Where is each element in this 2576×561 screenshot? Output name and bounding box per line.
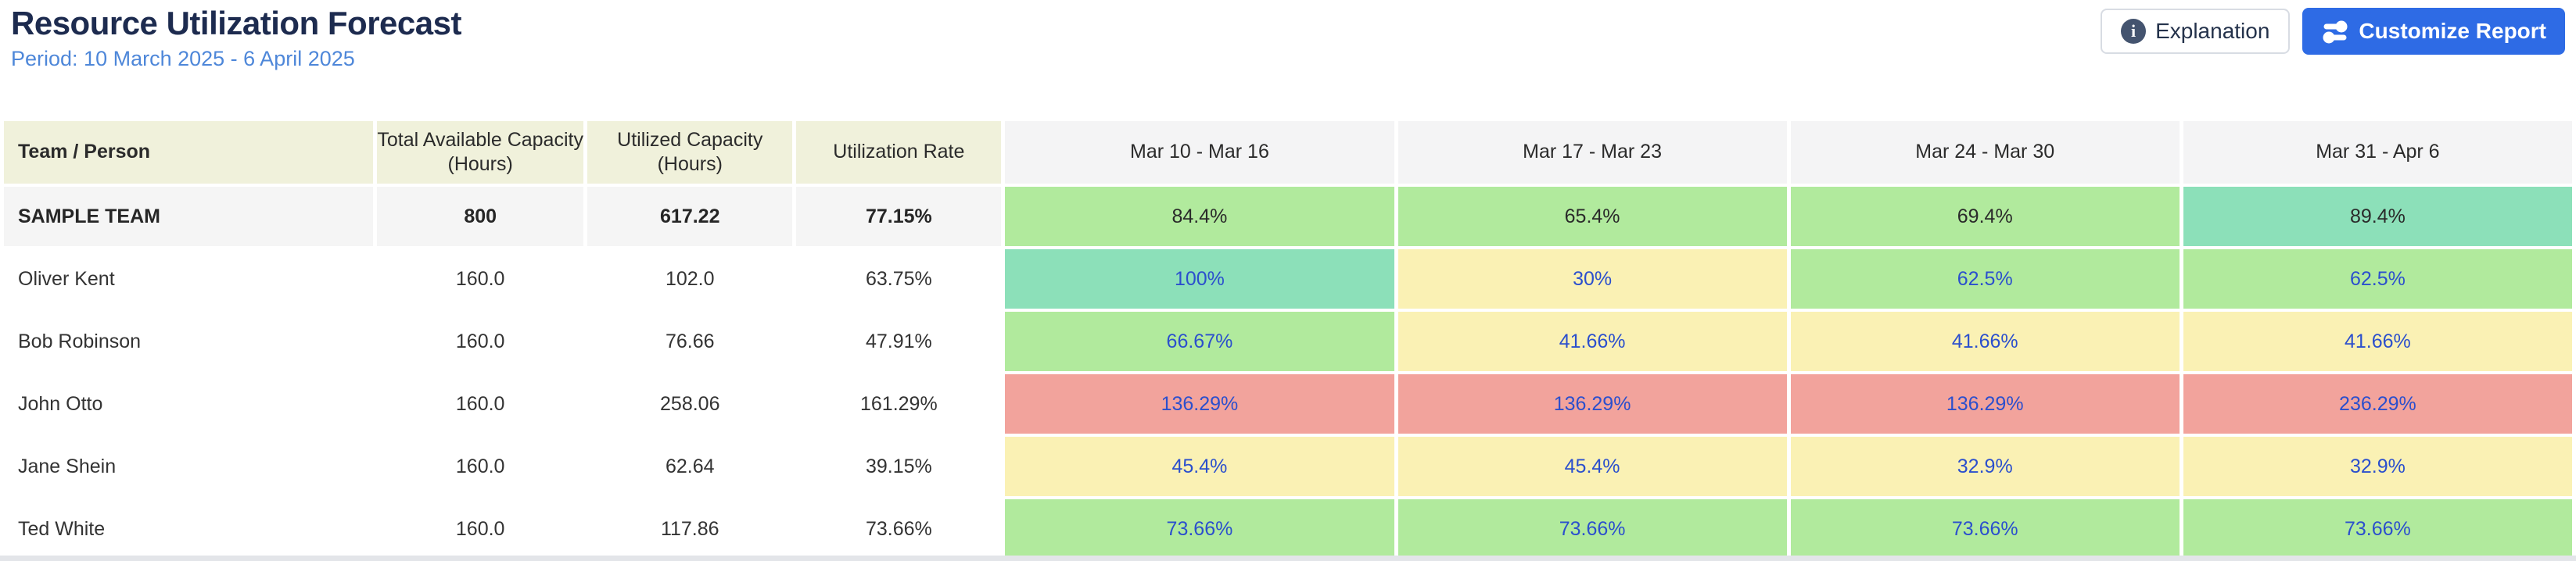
week-utilization-cell[interactable]: 73.66%: [2183, 499, 2572, 559]
person-row: Bob Robinson 160.0 76.66 47.91% 66.67% 41.66%…: [4, 312, 2572, 371]
week-utilization-cell[interactable]: 136.29%: [1397, 374, 1787, 434]
title-block: Resource Utilization Forecast Period: 10…: [11, 5, 461, 71]
row-name-cell: Ted White: [4, 499, 374, 559]
week-utilization-cell[interactable]: 100%: [1005, 249, 1394, 309]
week-utilization-cell[interactable]: 62.5%: [1790, 249, 2180, 309]
week-utilization-cell: 69.4%: [1790, 187, 2180, 246]
utilized-hours-cell: 76.66: [587, 312, 793, 371]
week-utilization-cell[interactable]: 30%: [1397, 249, 1787, 309]
report-period: Period: 10 March 2025 - 6 April 2025: [11, 47, 355, 70]
column-header-team-person: Team / Person: [4, 121, 374, 184]
week-utilization-cell[interactable]: 136.29%: [1790, 374, 2180, 434]
week-utilization-cell: 89.4%: [2183, 187, 2572, 246]
week-utilization-cell[interactable]: 73.66%: [1790, 499, 2180, 559]
utilization-rate-cell: 39.15%: [796, 437, 1002, 496]
utilization-rate-cell: 47.91%: [796, 312, 1002, 371]
row-name-cell: Bob Robinson: [4, 312, 374, 371]
utilization-rate-cell: 161.29%: [796, 374, 1002, 434]
horizontal-scrollbar[interactable]: [0, 556, 2576, 561]
available-hours-cell: 160.0: [377, 249, 584, 309]
week-utilization-cell[interactable]: 32.9%: [1790, 437, 2180, 496]
utilized-hours-cell: 617.22: [587, 187, 793, 246]
page-header: Resource Utilization Forecast Period: 10…: [0, 0, 2576, 71]
column-header-utilization-rate: Utilization Rate: [796, 121, 1002, 184]
week-utilization-cell[interactable]: 32.9%: [2183, 437, 2572, 496]
week-utilization-cell[interactable]: 62.5%: [2183, 249, 2572, 309]
available-hours-cell: 160.0: [377, 312, 584, 371]
week-utilization-cell: 65.4%: [1397, 187, 1787, 246]
column-header-utilized-capacity: Utilized Capacity (Hours): [587, 121, 793, 184]
info-icon: i: [2121, 19, 2147, 44]
utilization-rate-cell: 73.66%: [796, 499, 1002, 559]
week-utilization-cell[interactable]: 66.67%: [1005, 312, 1394, 371]
column-header-week-3: Mar 24 - Mar 30: [1790, 121, 2180, 184]
utilized-hours-cell: 102.0: [587, 249, 793, 309]
available-hours-cell: 160.0: [377, 437, 584, 496]
available-hours-cell: 160.0: [377, 374, 584, 434]
week-utilization-cell[interactable]: 41.66%: [1790, 312, 2180, 371]
week-utilization-cell: 84.4%: [1005, 187, 1394, 246]
week-utilization-cell[interactable]: 73.66%: [1397, 499, 1787, 559]
person-row: Oliver Kent 160.0 102.0 63.75% 100% 30% 62.5% 6…: [4, 249, 2572, 309]
utilization-table: Team / Person Total Available Capacity (…: [0, 118, 2576, 561]
week-utilization-cell[interactable]: 45.4%: [1005, 437, 1394, 496]
customize-report-button-label: Customize Report: [2359, 19, 2546, 43]
week-utilization-cell[interactable]: 41.66%: [2183, 312, 2572, 371]
table-header-row: Team / Person Total Available Capacity (…: [4, 121, 2572, 184]
column-header-available-capacity: Total Available Capacity (Hours): [377, 121, 584, 184]
person-row: John Otto 160.0 258.06 161.29% 136.29% 136.29…: [4, 374, 2572, 434]
column-header-week-1: Mar 10 - Mar 16: [1005, 121, 1394, 184]
row-name-cell: Oliver Kent: [4, 249, 374, 309]
week-utilization-cell[interactable]: 45.4%: [1397, 437, 1787, 496]
week-utilization-cell[interactable]: 73.66%: [1005, 499, 1394, 559]
team-row: SAMPLE TEAM 800 617.22 77.15% 84.4% 65.4% 69.4…: [4, 187, 2572, 246]
row-name-cell: Jane Shein: [4, 437, 374, 496]
utilization-rate-cell: 77.15%: [796, 187, 1002, 246]
available-hours-cell: 800: [377, 187, 584, 246]
customize-report-button[interactable]: Customize Report: [2302, 8, 2565, 55]
week-utilization-cell[interactable]: 136.29%: [1005, 374, 1394, 434]
utilized-hours-cell: 117.86: [587, 499, 793, 559]
row-name-cell: SAMPLE TEAM: [4, 187, 374, 246]
column-header-week-2: Mar 17 - Mar 23: [1397, 121, 1787, 184]
utilized-hours-cell: 258.06: [587, 374, 793, 434]
person-row: Ted White 160.0 117.86 73.66% 73.66% 73.66% 73…: [4, 499, 2572, 559]
sliders-icon: [2323, 20, 2348, 44]
utilization-rate-cell: 63.75%: [796, 249, 1002, 309]
available-hours-cell: 160.0: [377, 499, 584, 559]
week-utilization-cell[interactable]: 41.66%: [1397, 312, 1787, 371]
column-header-week-4: Mar 31 - Apr 6: [2183, 121, 2572, 184]
utilized-hours-cell: 62.64: [587, 437, 793, 496]
person-row: Jane Shein 160.0 62.64 39.15% 45.4% 45.4% 32.9…: [4, 437, 2572, 496]
row-name-cell: John Otto: [4, 374, 374, 434]
week-utilization-cell[interactable]: 236.29%: [2183, 374, 2572, 434]
header-actions: i Explanation Customize Report: [2101, 8, 2565, 55]
explanation-button[interactable]: i Explanation: [2101, 9, 2291, 54]
page-title: Resource Utilization Forecast: [11, 5, 461, 41]
explanation-button-label: Explanation: [2155, 19, 2270, 43]
